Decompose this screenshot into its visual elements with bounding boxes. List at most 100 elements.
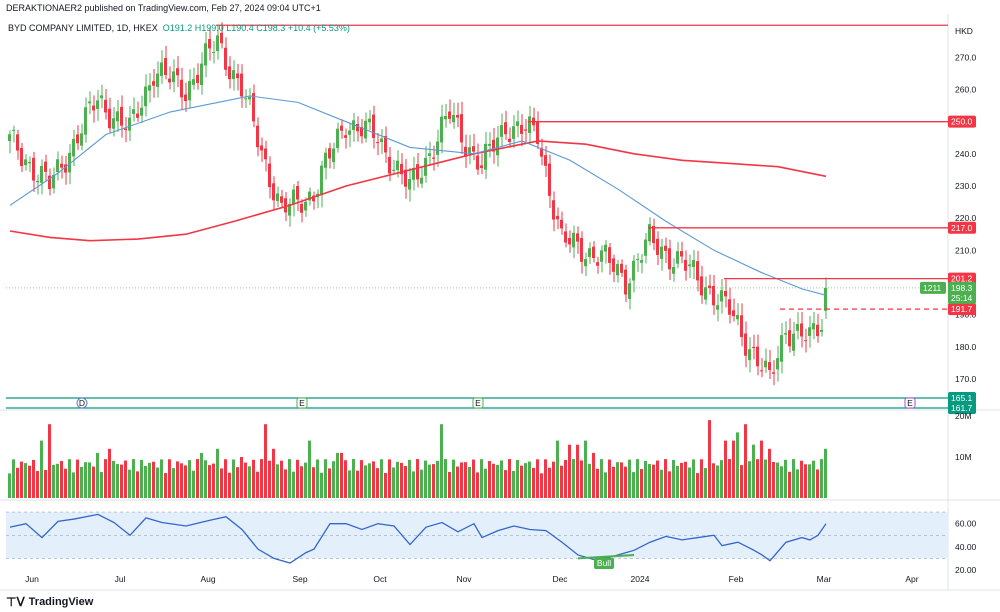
current-price-label: 198.3 [951, 283, 973, 293]
volume-bar [812, 460, 815, 498]
candle [548, 163, 551, 196]
candle [136, 113, 139, 118]
candle [484, 143, 487, 170]
candle [168, 78, 171, 83]
volume-bar [544, 459, 547, 498]
volume-bar [12, 459, 15, 498]
y-tick-label: 220.0 [955, 213, 977, 223]
volume-bar [16, 467, 19, 498]
volume-bar [356, 470, 359, 498]
volume-bar [564, 459, 567, 498]
bull-divergence-label: Bull [597, 558, 611, 568]
candle [64, 164, 67, 173]
volume-bar [416, 459, 419, 498]
volume-bar [156, 467, 159, 498]
candle [540, 148, 543, 157]
candle [212, 52, 215, 54]
volume-bar [596, 468, 599, 498]
volume-tag [920, 281, 946, 294]
candle [556, 215, 559, 220]
price-level-tag [948, 115, 976, 128]
tradingview-logo-icon: ⊤𝖵 [6, 595, 25, 609]
candle [196, 74, 199, 84]
candle [664, 245, 667, 251]
bull-divergence-line [577, 553, 635, 560]
volume-bar [552, 461, 555, 498]
candle [796, 324, 799, 331]
volume-bar [624, 466, 627, 498]
volume-bar [608, 459, 611, 498]
volume-bar [732, 440, 735, 498]
volume-bar [228, 472, 231, 498]
volume-bar [232, 459, 235, 498]
volume-bar [692, 459, 695, 498]
x-tick-label: Apr [905, 574, 918, 584]
candle [604, 244, 607, 252]
candle [216, 35, 219, 52]
volume-bar [236, 467, 239, 498]
volume-bar [308, 440, 311, 498]
volume-bar [64, 468, 67, 498]
volume-bar [684, 461, 687, 498]
candle [508, 138, 511, 143]
volume-bar [500, 460, 503, 498]
candle [584, 259, 587, 267]
x-tick-label: Aug [200, 574, 215, 584]
candle [192, 79, 195, 85]
volume-bar [420, 469, 423, 498]
volume-bar [800, 460, 803, 498]
volume-bar [652, 464, 655, 498]
volume-bar [48, 424, 51, 498]
candle [772, 372, 775, 374]
volume-bar [312, 467, 315, 498]
candle [116, 111, 119, 122]
price-level-label: 201.2 [951, 274, 973, 284]
event-marker-label: E [475, 398, 481, 408]
price-level-label: 250.0 [951, 117, 973, 127]
x-tick-label: Feb [729, 574, 744, 584]
rsi-y-tick: 40.00 [955, 542, 977, 552]
candle [88, 101, 91, 104]
volume-bar [128, 469, 131, 498]
volume-bar [408, 459, 411, 498]
volume-bar [664, 459, 667, 498]
volume-bar [96, 452, 99, 498]
candle [164, 58, 167, 76]
candle [740, 315, 743, 338]
volume-bar [44, 470, 47, 498]
price-level-label: 191.7 [951, 304, 973, 314]
volume-bar [808, 464, 811, 498]
volume-bar [796, 469, 799, 498]
candle [564, 231, 567, 243]
candle [256, 125, 259, 148]
volume-bar [168, 459, 171, 498]
candle [788, 330, 791, 347]
volume-bar [196, 459, 199, 498]
x-tick-label: Jun [25, 574, 39, 584]
candle [412, 167, 415, 180]
support-level-label: 161.7 [951, 403, 973, 413]
volume-bar [604, 472, 607, 498]
y-tick-label: 210.0 [955, 245, 977, 255]
volume-bar [384, 473, 387, 498]
candle [496, 137, 499, 156]
candle [468, 147, 471, 154]
volume-bar [520, 465, 523, 498]
candle [284, 198, 287, 213]
candle [812, 323, 815, 330]
volume-bar [480, 459, 483, 498]
volume-bar [148, 462, 151, 498]
volume-bar [744, 424, 747, 498]
volume-bar [144, 465, 147, 498]
volume-bar [592, 452, 595, 498]
candle [92, 105, 95, 111]
volume-bar [80, 466, 83, 498]
volume-bar [112, 460, 115, 498]
candle [492, 139, 495, 152]
volume-bar [712, 463, 715, 498]
bar-countdown-label: 25:14 [951, 293, 973, 303]
tradingview-logo[interactable]: ⊤𝖵 TradingView [6, 595, 93, 609]
x-tick-label: Nov [456, 574, 472, 584]
volume-bar [188, 460, 191, 498]
